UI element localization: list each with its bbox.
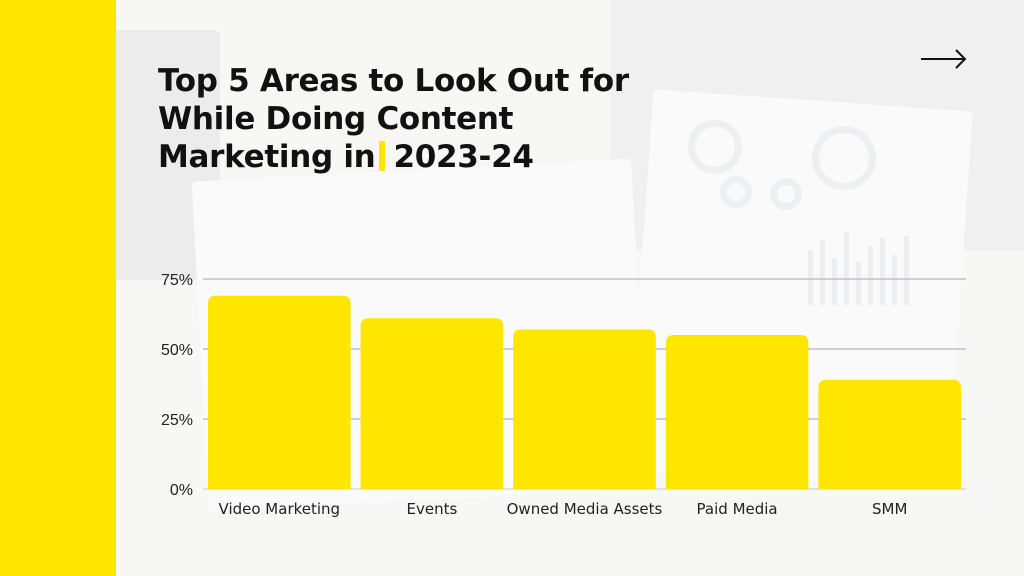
y-tick-label: 25% bbox=[161, 412, 193, 429]
x-category-label: SMM bbox=[872, 500, 907, 518]
title-divider bbox=[379, 141, 386, 171]
y-axis-ticks: 0% 25% 50% 75% bbox=[161, 272, 193, 499]
bar bbox=[513, 329, 656, 489]
page-title: Top 5 Areas to Look Out for While Doing … bbox=[158, 62, 678, 176]
title-text: Top 5 Areas to Look Out for While Doing … bbox=[158, 63, 629, 175]
bar bbox=[208, 295, 351, 489]
title-year: 2023-24 bbox=[393, 139, 534, 175]
arrow-right-icon[interactable] bbox=[918, 44, 970, 74]
bar bbox=[665, 335, 809, 489]
chart-bars bbox=[208, 295, 961, 489]
x-category-label: Events bbox=[407, 500, 458, 518]
bar bbox=[818, 379, 961, 489]
x-category-label: Owned Media Assets bbox=[507, 500, 663, 518]
y-tick-label: 75% bbox=[161, 272, 193, 289]
y-tick-label: 0% bbox=[170, 482, 193, 499]
x-axis-categories: Video Marketing Events Owned Media Assets P… bbox=[219, 500, 908, 518]
x-category-label: Paid Media bbox=[697, 500, 778, 518]
accent-side-strip bbox=[0, 0, 116, 576]
x-category-label: Video Marketing bbox=[219, 500, 341, 518]
y-tick-label: 50% bbox=[161, 342, 193, 359]
bar bbox=[360, 318, 504, 489]
